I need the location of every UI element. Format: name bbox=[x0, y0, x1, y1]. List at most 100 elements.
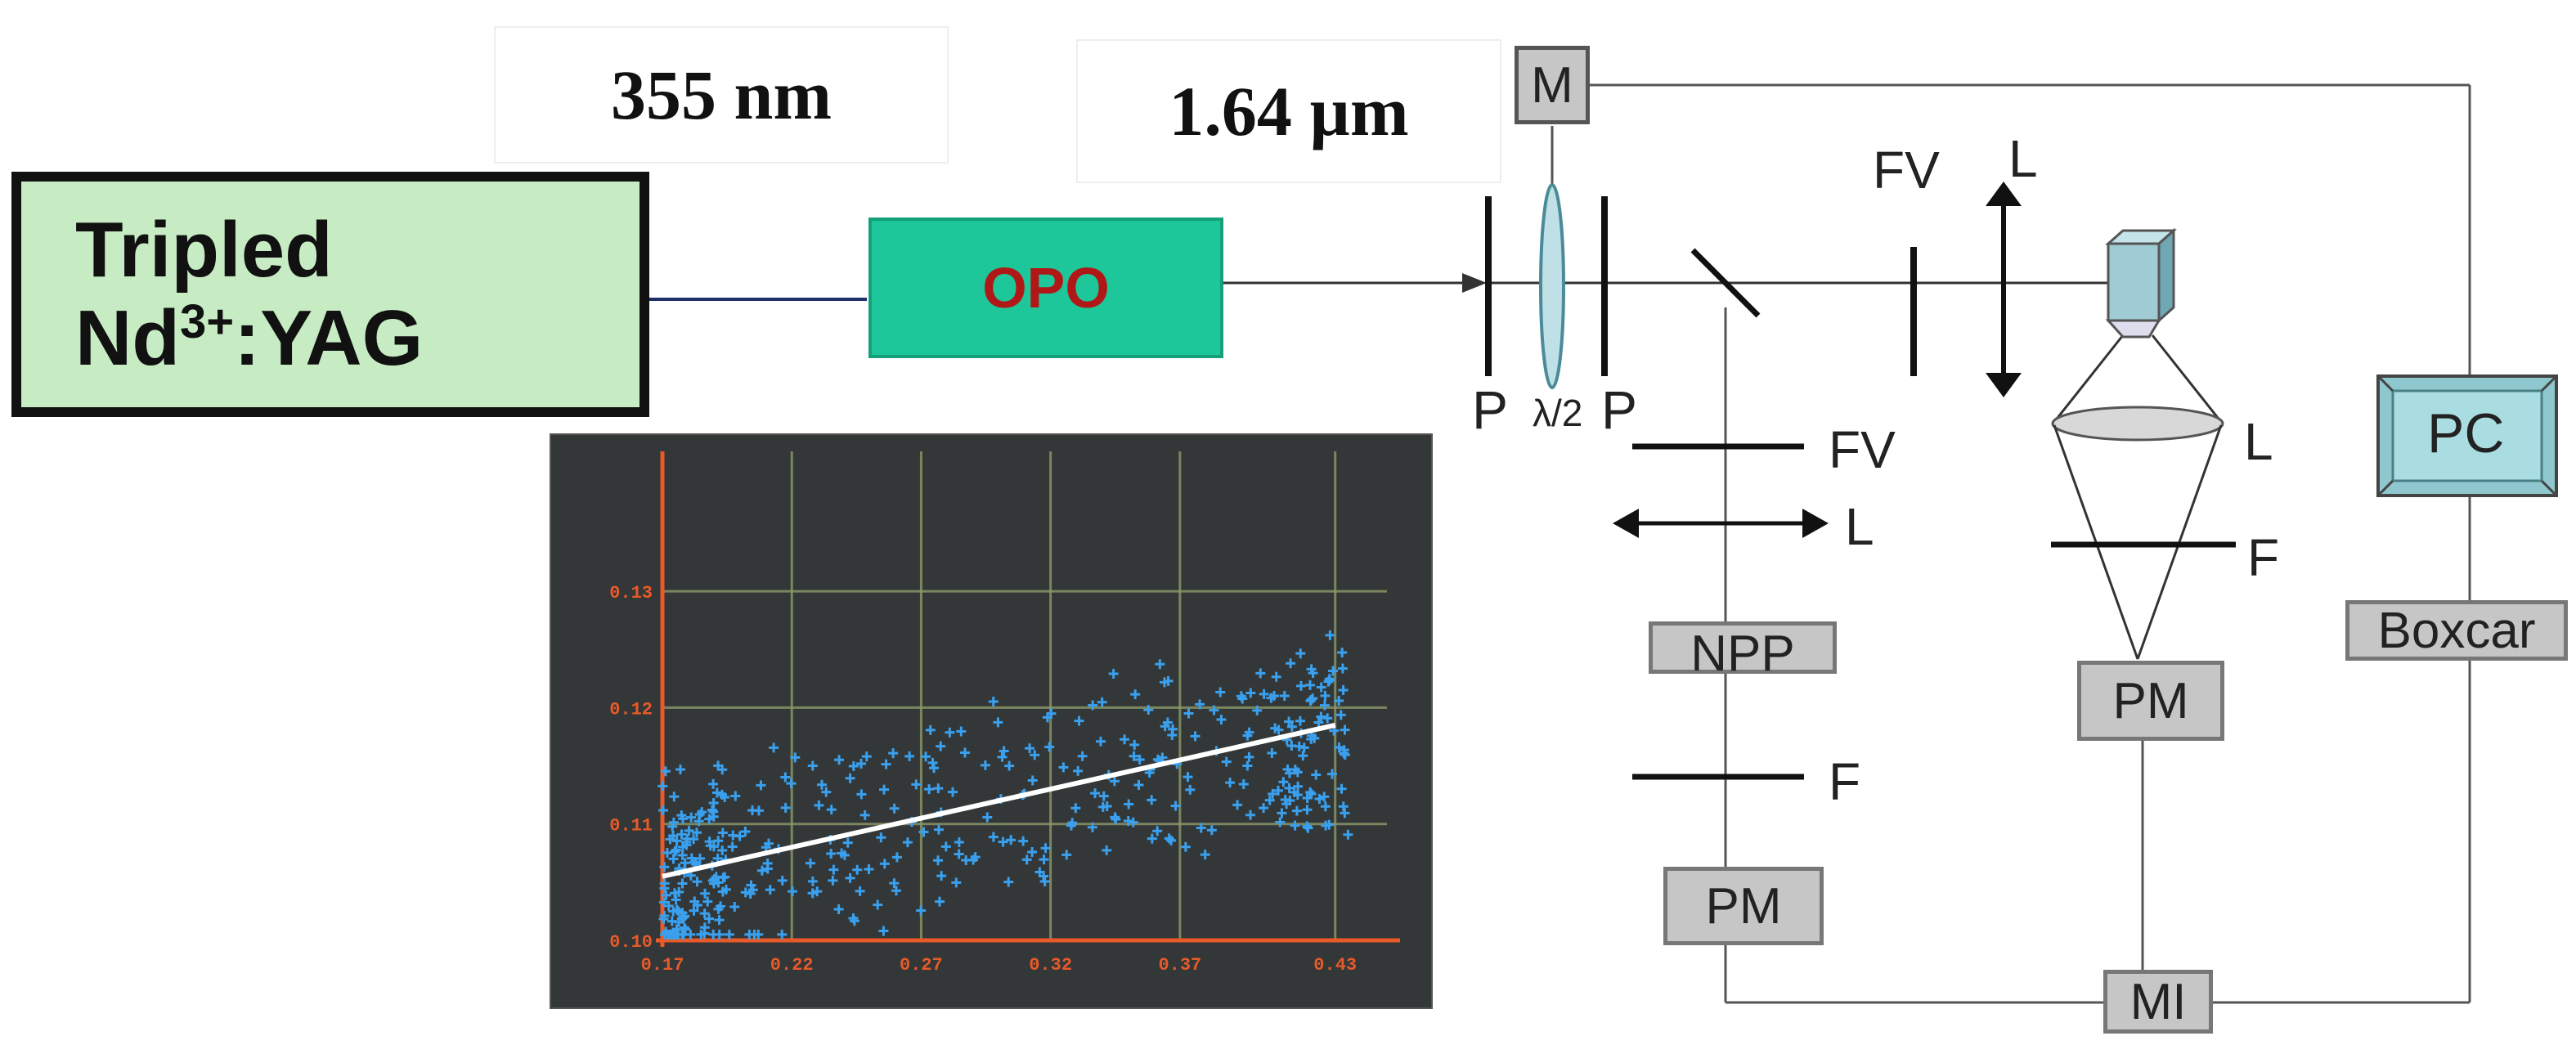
data-point bbox=[879, 784, 890, 795]
data-point bbox=[1018, 836, 1029, 846]
data-point bbox=[929, 763, 940, 774]
pc-box bbox=[2376, 374, 2558, 497]
data-point bbox=[780, 772, 791, 783]
data-point bbox=[676, 810, 687, 821]
data-point bbox=[702, 896, 713, 907]
lens-mid-label: L bbox=[1845, 497, 1874, 556]
data-point bbox=[1124, 799, 1134, 810]
data-point bbox=[1284, 783, 1295, 793]
data-point bbox=[856, 789, 867, 800]
x-tick-label-0: 0.17 bbox=[641, 955, 684, 975]
data-point bbox=[1284, 716, 1295, 727]
data-point bbox=[1216, 714, 1227, 724]
sample-holder bbox=[2105, 227, 2177, 339]
data-point bbox=[1167, 730, 1178, 741]
data-point bbox=[845, 872, 855, 883]
data-point bbox=[812, 886, 823, 897]
data-point bbox=[925, 724, 936, 735]
wavelength-label-ir: 1.64 µm bbox=[1169, 72, 1409, 150]
data-point bbox=[1190, 731, 1200, 742]
data-point bbox=[993, 717, 1003, 728]
data-point bbox=[659, 878, 670, 889]
boxcar-box: Boxcar bbox=[2345, 600, 2568, 661]
fv-top-label: FV bbox=[1873, 141, 1940, 200]
data-point bbox=[998, 836, 1008, 847]
data-point bbox=[1242, 730, 1253, 741]
data-point bbox=[1134, 755, 1145, 765]
data-point bbox=[837, 848, 847, 859]
x-tick-label-5: 0.43 bbox=[1313, 955, 1357, 975]
data-point bbox=[1237, 693, 1248, 704]
data-point bbox=[711, 787, 722, 798]
data-point bbox=[1129, 739, 1140, 750]
npp-label: NPP bbox=[1690, 625, 1795, 682]
data-point bbox=[667, 929, 678, 940]
data-point bbox=[1305, 787, 1316, 797]
data-point bbox=[677, 878, 688, 889]
data-point bbox=[717, 886, 728, 897]
data-point bbox=[1298, 751, 1308, 761]
data-point bbox=[1295, 680, 1306, 691]
data-point bbox=[889, 803, 900, 814]
data-point bbox=[936, 741, 946, 751]
y-tick-label-1: 0.12 bbox=[609, 699, 653, 720]
data-point bbox=[918, 827, 929, 837]
data-point bbox=[669, 792, 680, 802]
x-tick-label-4: 0.37 bbox=[1158, 955, 1201, 975]
data-point bbox=[1061, 850, 1072, 860]
data-point bbox=[1155, 659, 1165, 670]
data-point bbox=[1087, 822, 1097, 832]
data-point bbox=[1238, 778, 1249, 789]
data-point bbox=[1295, 648, 1306, 659]
data-point bbox=[1164, 833, 1174, 844]
wavelength-label-uv-box: 355 nm bbox=[494, 26, 949, 164]
filter-left-label: F bbox=[1829, 752, 1861, 811]
data-point bbox=[959, 747, 970, 758]
data-point bbox=[1074, 715, 1084, 726]
data-point bbox=[1302, 805, 1313, 815]
wavelength-label-uv: 355 nm bbox=[611, 56, 832, 134]
data-point bbox=[921, 751, 931, 762]
npp-box: NPP bbox=[1649, 621, 1837, 682]
wavelength-label-ir-box: 1.64 µm bbox=[1076, 39, 1501, 183]
data-point bbox=[861, 751, 872, 762]
polarizer-1-label: P bbox=[1472, 379, 1509, 440]
data-point bbox=[697, 807, 707, 818]
data-point bbox=[1280, 794, 1290, 805]
y-tick-label-0: 0.13 bbox=[609, 583, 653, 603]
data-point bbox=[807, 876, 818, 886]
data-point bbox=[1326, 769, 1337, 779]
data-point bbox=[1255, 668, 1266, 679]
scatter-chart: 0.17 0.22 0.27 0.32 0.37 0.43 0.13 0.12 0.11 0.10 bbox=[551, 435, 1431, 1007]
data-point bbox=[659, 910, 670, 921]
data-point bbox=[828, 875, 838, 886]
data-point bbox=[933, 855, 944, 866]
data-point bbox=[1025, 743, 1035, 754]
data-point bbox=[694, 853, 705, 863]
x-tick-label-3: 0.32 bbox=[1029, 955, 1072, 975]
data-point bbox=[940, 841, 951, 852]
mirror-m-box: M bbox=[1515, 46, 1590, 124]
data-point bbox=[1196, 823, 1206, 833]
data-point bbox=[889, 878, 900, 889]
beam-arrow-head bbox=[1462, 273, 1487, 293]
data-point bbox=[1058, 762, 1069, 773]
data-point bbox=[668, 906, 679, 917]
data-point bbox=[1110, 812, 1120, 823]
data-point bbox=[689, 905, 699, 916]
data-point bbox=[707, 805, 717, 815]
data-point bbox=[805, 858, 815, 868]
data-point bbox=[1266, 693, 1277, 703]
data-point bbox=[1306, 664, 1317, 675]
polarizer-2-label: P bbox=[1601, 379, 1638, 440]
data-point bbox=[1130, 689, 1141, 700]
data-point bbox=[708, 929, 719, 940]
data-point bbox=[670, 846, 680, 857]
data-point bbox=[879, 859, 890, 869]
data-point bbox=[1133, 779, 1144, 790]
data-point bbox=[848, 761, 859, 772]
data-point bbox=[671, 845, 681, 855]
data-point bbox=[1109, 776, 1120, 787]
data-point bbox=[1289, 787, 1299, 797]
data-point bbox=[933, 824, 944, 835]
